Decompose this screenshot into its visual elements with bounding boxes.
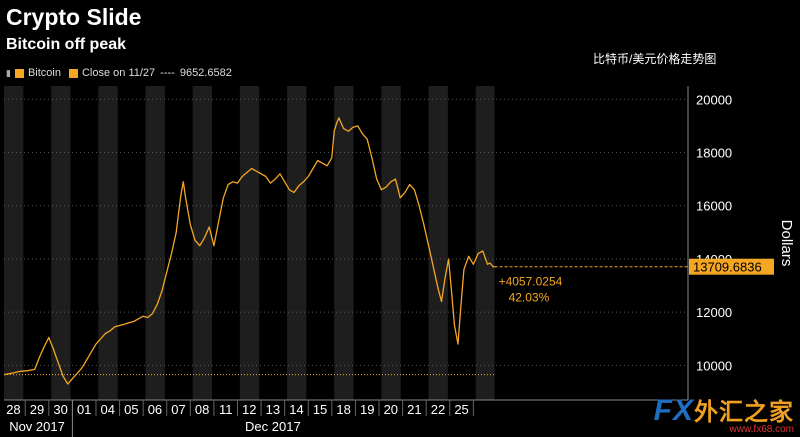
x-tick-label: 08 xyxy=(195,402,209,417)
chart-title: Crypto Slide xyxy=(6,4,142,30)
shaded-band xyxy=(4,86,24,400)
x-tick-label: 12 xyxy=(242,402,256,417)
x-tick-label: 14 xyxy=(289,402,303,417)
shaded-band xyxy=(98,86,118,400)
x-tick-label: 13 xyxy=(266,402,280,417)
x-tick-label: 01 xyxy=(77,402,91,417)
watermark: FX外汇之家 www.fx68.com xyxy=(654,392,794,435)
watermark-cn: 外汇之家 xyxy=(694,399,794,426)
legend-close-label: Close on 11/27 xyxy=(81,67,156,79)
change-absolute-label: +4057.0254 xyxy=(499,275,563,289)
legend-series-name: Bitcoin xyxy=(27,67,61,79)
shaded-band xyxy=(287,86,307,400)
last-price-label: 13709.6836 xyxy=(693,260,762,275)
x-tick-label: 22 xyxy=(431,402,445,417)
x-tick-label: 30 xyxy=(53,402,67,417)
series-line-bitcoin xyxy=(3,117,495,385)
x-tick-label: 11 xyxy=(219,402,233,417)
x-tick-label: 15 xyxy=(313,402,327,417)
last-price-box xyxy=(689,258,774,275)
x-tick-label: 20 xyxy=(384,402,398,417)
y-tick-label: 18000 xyxy=(696,146,732,161)
y-tick-label: 12000 xyxy=(696,305,732,320)
x-tick-label: 07 xyxy=(171,402,185,417)
shaded-band xyxy=(239,86,260,400)
y-tick-label: 10000 xyxy=(696,358,732,373)
shaded-band xyxy=(192,86,213,400)
x-month-label: Dec 2017 xyxy=(245,419,301,434)
x-tick-label: 18 xyxy=(336,402,350,417)
shaded-band xyxy=(475,86,495,400)
x-tick-label: 04 xyxy=(101,402,115,417)
change-percent-label: 42.03% xyxy=(509,291,550,305)
watermark-fx: FX xyxy=(653,394,694,427)
x-month-label: Nov 2017 xyxy=(9,419,65,434)
legend-close-value: 9652.6582 xyxy=(179,67,232,79)
shaded-band xyxy=(334,86,354,400)
x-tick-label: 25 xyxy=(454,402,468,417)
legend-close-swatch xyxy=(68,68,78,78)
legend-series-swatch xyxy=(14,68,24,78)
chinese-caption: 比特币/美元价格走势图 xyxy=(593,52,717,66)
shaded-band xyxy=(428,86,448,400)
shaded-band xyxy=(51,86,71,400)
legend: ▮ Bitcoin Close on 11/27 ---- 9652.6582 xyxy=(6,67,232,79)
chart-subtitle: Bitcoin off peak xyxy=(6,36,127,53)
shaded-band xyxy=(145,86,165,400)
x-tick-label: 05 xyxy=(124,402,138,417)
shaded-band xyxy=(381,86,401,400)
legend-close-dashes: ---- xyxy=(160,67,175,79)
legend-marker-icon: ▮ xyxy=(6,67,11,78)
watermark-url: www.fx68.com xyxy=(729,424,794,435)
y-tick-label: 16000 xyxy=(696,199,732,214)
x-tick-label: 21 xyxy=(407,402,421,417)
x-tick-label: 29 xyxy=(30,402,44,417)
x-tick-label: 19 xyxy=(360,402,374,417)
x-tick-label: 06 xyxy=(148,402,162,417)
y-axis-label: Dollars xyxy=(778,220,795,267)
x-tick-label: 28 xyxy=(6,402,20,417)
y-tick-label: 20000 xyxy=(696,92,732,107)
